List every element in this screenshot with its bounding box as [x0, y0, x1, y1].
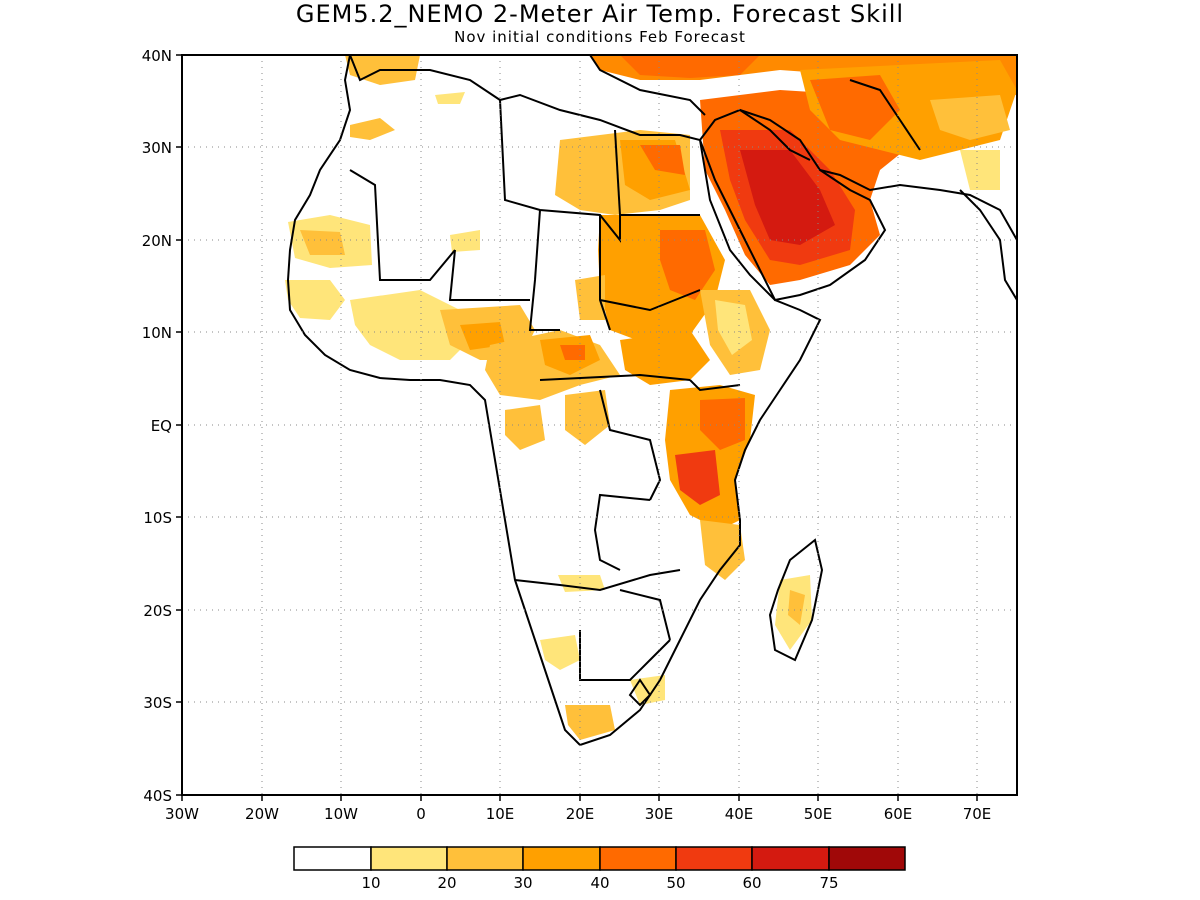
colorbar-swatch: [370, 846, 448, 871]
colorbar-swatch: [599, 846, 677, 871]
colorbar-swatch: [293, 846, 372, 871]
colorbar-label: 40: [590, 874, 609, 892]
lon-label: 20E: [566, 805, 595, 823]
lon-label: 0: [416, 805, 426, 823]
lat-labels: 40N 30N 20N 10N EQ 10S 20S 30S 40S: [142, 47, 172, 805]
colorbar: 10 20 30 40 50 60 75: [293, 846, 906, 892]
lat-label: EQ: [151, 417, 172, 435]
colorbar-label: 50: [666, 874, 685, 892]
lon-label: 10W: [324, 805, 358, 823]
lat-label: 30N: [142, 139, 172, 157]
colorbar-swatch: [522, 846, 601, 871]
lat-label: 10N: [142, 324, 172, 342]
axis-ticks: [176, 54, 978, 801]
colorbar-label: 60: [742, 874, 761, 892]
lat-label: 20S: [143, 602, 172, 620]
lon-label: 30W: [165, 805, 199, 823]
colorbar-label: 10: [361, 874, 380, 892]
lon-label: 20W: [245, 805, 279, 823]
colorbar-swatch: [828, 846, 906, 871]
lon-label: 70E: [963, 805, 992, 823]
colorbar-swatch: [446, 846, 524, 871]
lat-label: 10S: [143, 509, 172, 527]
colorbar-swatch: [675, 846, 753, 871]
map-subtitle: Nov initial conditions Feb Forecast: [454, 28, 746, 46]
lon-label: 50E: [804, 805, 833, 823]
lat-label: 40S: [143, 787, 172, 805]
lon-label: 40E: [725, 805, 754, 823]
lon-label: 60E: [884, 805, 913, 823]
colorbar-label: 20: [437, 874, 456, 892]
lon-label: 10E: [486, 805, 515, 823]
colorbar-label: 75: [819, 874, 838, 892]
colorbar-swatch: [751, 846, 830, 871]
lat-label: 20N: [142, 232, 172, 250]
lon-labels: 30W 20W 10W 0 10E 20E 30E 40E 50E 60E 70…: [165, 805, 991, 823]
skill-shading: [285, 55, 1017, 740]
lat-label: 30S: [143, 694, 172, 712]
lon-label: 30E: [645, 805, 674, 823]
coastlines-borders: [286, 55, 1017, 747]
colorbar-label: 30: [513, 874, 532, 892]
lat-label: 40N: [142, 47, 172, 65]
map-title: GEM5.2_NEMO 2-Meter Air Temp. Forecast S…: [295, 0, 905, 28]
